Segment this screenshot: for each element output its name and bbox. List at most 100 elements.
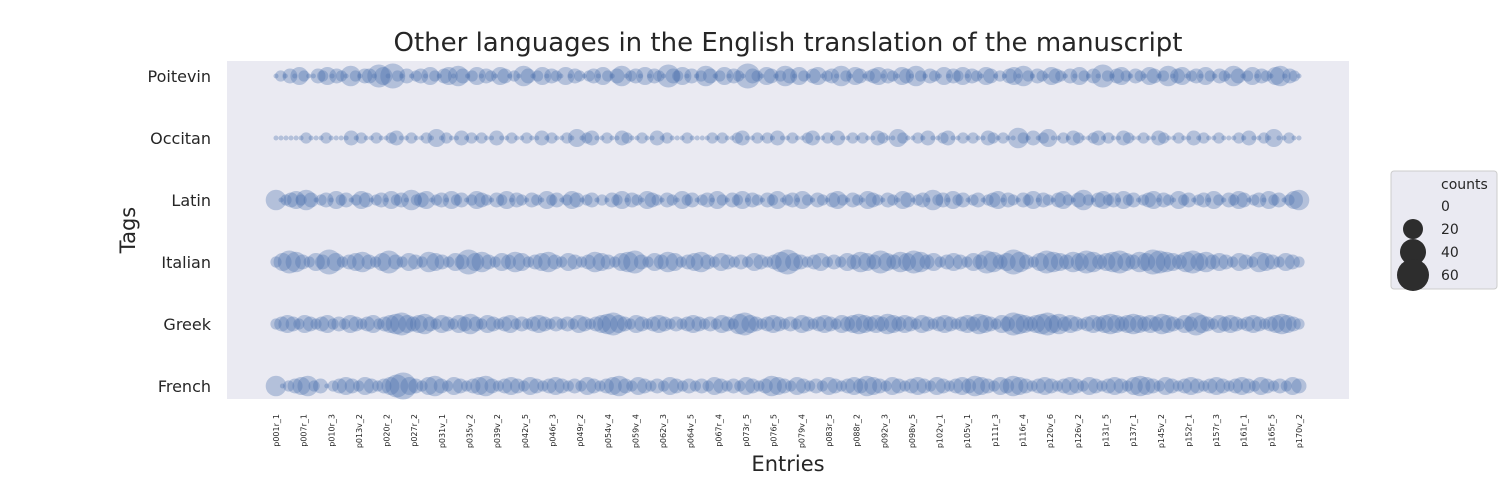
- data-point: [690, 251, 712, 273]
- data-point: [335, 70, 347, 82]
- data-point: [1240, 73, 1246, 79]
- data-point: [724, 192, 740, 208]
- data-point: [584, 192, 600, 208]
- data-point: [1109, 68, 1125, 84]
- data-point: [1186, 70, 1198, 82]
- data-point: [1062, 194, 1074, 206]
- data-point: [467, 67, 486, 85]
- data-point: [497, 316, 513, 332]
- data-point: [609, 135, 615, 141]
- data-point: [308, 135, 314, 141]
- data-point: [1259, 378, 1275, 394]
- data-point: [1117, 253, 1136, 271]
- data-point: [437, 73, 442, 79]
- data-point: [649, 315, 668, 333]
- data-point: [1186, 130, 1202, 146]
- data-point: [770, 251, 792, 273]
- data-point: [1163, 253, 1182, 271]
- data-point: [401, 189, 422, 211]
- data-point: [576, 256, 588, 268]
- data-point: [935, 192, 951, 208]
- data-point: [370, 132, 382, 144]
- data-point: [651, 194, 663, 206]
- data-point: [930, 135, 936, 141]
- data-point: [870, 130, 886, 146]
- data-point: [766, 254, 782, 270]
- data-point: [952, 194, 964, 206]
- data-point: [763, 68, 779, 84]
- data-point: [1171, 135, 1177, 141]
- data-point: [1054, 191, 1073, 209]
- data-point: [623, 73, 629, 79]
- data-point: [549, 192, 565, 208]
- data-point: [840, 135, 846, 141]
- data-point: [953, 377, 972, 395]
- data-point: [1251, 192, 1267, 208]
- data-point: [1022, 316, 1038, 332]
- data-point: [916, 378, 932, 394]
- data-point: [886, 254, 902, 270]
- data-point: [1282, 73, 1288, 79]
- data-point: [745, 378, 761, 394]
- data-point: [1106, 192, 1121, 208]
- data-point: [1096, 380, 1108, 392]
- data-point: [927, 377, 946, 395]
- data-point: [870, 135, 876, 141]
- data-point: [1092, 254, 1108, 270]
- data-point: [562, 380, 574, 392]
- data-point: [1236, 318, 1248, 330]
- data-point: [295, 254, 311, 270]
- data-point: [835, 380, 848, 392]
- data-point: [288, 135, 294, 141]
- data-point: [302, 316, 318, 332]
- data-point: [945, 68, 961, 84]
- data-point: [385, 132, 397, 144]
- data-point: [510, 318, 522, 330]
- data-point: [338, 192, 354, 208]
- data-point: [964, 73, 970, 79]
- data-point: [724, 197, 730, 203]
- data-point: [521, 132, 533, 144]
- data-point: [1125, 254, 1141, 270]
- data-point: [1163, 194, 1175, 206]
- data-point: [524, 192, 540, 208]
- data-point: [581, 73, 587, 79]
- data-point: [457, 316, 473, 332]
- data-point: [858, 253, 877, 271]
- data-point: [1272, 378, 1288, 394]
- data-point: [840, 70, 852, 82]
- data-point: [546, 194, 558, 206]
- data-point: [336, 256, 348, 268]
- data-point: [1212, 73, 1218, 79]
- data-point: [381, 315, 400, 333]
- data-point: [1192, 315, 1211, 333]
- data-point: [1193, 194, 1205, 206]
- data-point: [405, 316, 421, 332]
- data-point: [497, 378, 513, 394]
- data-point: [293, 135, 299, 141]
- data-point: [726, 68, 742, 84]
- data-point: [544, 135, 550, 141]
- x-tick-label: p126v_2: [1074, 414, 1083, 448]
- data-point: [1293, 256, 1305, 268]
- data-point: [1035, 192, 1051, 208]
- data-point: [634, 135, 640, 141]
- data-point: [825, 197, 831, 203]
- data-point: [905, 65, 927, 87]
- data-point: [586, 68, 602, 84]
- data-point: [1000, 197, 1006, 203]
- data-point: [1228, 378, 1243, 394]
- data-point: [450, 194, 463, 206]
- data-point: [1157, 65, 1179, 87]
- data-point: [929, 70, 941, 82]
- data-point: [1062, 251, 1084, 273]
- x-tick-label: p088r_2: [853, 414, 862, 447]
- data-point: [374, 67, 393, 85]
- data-point: [890, 251, 911, 273]
- data-point: [726, 73, 732, 79]
- data-point: [464, 197, 470, 203]
- data-point: [820, 73, 825, 79]
- data-point: [937, 132, 949, 144]
- data-point: [378, 135, 384, 141]
